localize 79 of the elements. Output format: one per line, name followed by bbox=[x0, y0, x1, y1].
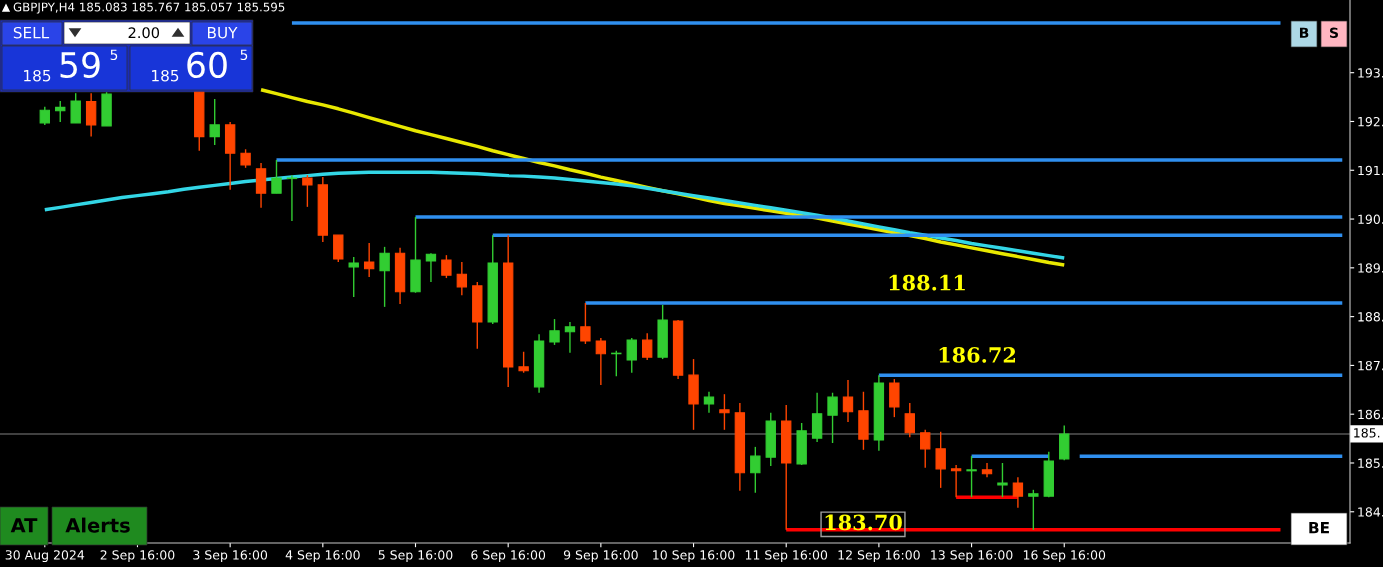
candlestick bbox=[1028, 489, 1039, 531]
annotation: 185 bbox=[152, 69, 179, 82]
candlestick bbox=[39, 106, 50, 126]
candlestick bbox=[55, 100, 66, 123]
x-tick-label: 11 Sep 16:00 bbox=[745, 550, 828, 563]
annotation: BE bbox=[1309, 522, 1329, 534]
candlestick bbox=[595, 337, 607, 386]
x-tick-label: 12 Sep 16:00 bbox=[838, 550, 920, 563]
candlestick bbox=[935, 431, 946, 489]
y-tick-label: 192. bbox=[1358, 116, 1383, 127]
candlestick bbox=[966, 455, 977, 498]
annotation: Alerts bbox=[65, 517, 130, 533]
candlestick bbox=[642, 332, 653, 361]
candlestick bbox=[1012, 476, 1024, 509]
candlestick bbox=[564, 321, 576, 354]
x-tick-label: 5 Sep 16:00 bbox=[378, 550, 453, 563]
y-tick-label: 186. bbox=[1358, 409, 1383, 420]
annotation: 5 bbox=[240, 49, 248, 61]
x-tick-label: 4 Sep 16:00 bbox=[285, 550, 360, 563]
annotation: BUY bbox=[208, 27, 238, 39]
y-tick-label: 193. bbox=[1358, 68, 1383, 78]
candlestick bbox=[950, 464, 962, 498]
candlestick bbox=[518, 351, 529, 374]
candlestick bbox=[441, 254, 452, 279]
x-tick-label: 16 Sep 16:00 bbox=[1023, 550, 1106, 563]
annotation: 5 bbox=[110, 49, 118, 61]
y-tick-label: 189. bbox=[1358, 263, 1383, 273]
x-tick-label: 9 Sep 16:00 bbox=[563, 550, 638, 563]
candlestick bbox=[240, 148, 251, 169]
candlestick bbox=[549, 318, 560, 346]
candlestick bbox=[920, 429, 931, 469]
y-tick-label: 191. bbox=[1358, 165, 1383, 176]
x-tick-label: 3 Sep 16:00 bbox=[193, 550, 268, 563]
candlestick bbox=[904, 402, 915, 438]
annotation: 59 bbox=[60, 51, 100, 79]
candlestick bbox=[456, 261, 468, 296]
candlestick bbox=[70, 92, 81, 124]
candlestick bbox=[348, 256, 359, 298]
y-tick-label: 185. bbox=[1358, 458, 1383, 468]
line-series bbox=[43, 170, 1066, 260]
annotation: S bbox=[1329, 27, 1338, 39]
candlestick bbox=[271, 159, 282, 194]
candlestick bbox=[302, 174, 313, 208]
x-tick-label: 13 Sep 16:00 bbox=[931, 550, 1013, 563]
candlestick bbox=[719, 393, 730, 431]
annotation: B bbox=[1299, 27, 1309, 38]
x-tick-label: 2 Sep 16:00 bbox=[100, 550, 175, 563]
y-tick-label: 187. bbox=[1358, 360, 1383, 371]
annotation: AT bbox=[10, 518, 38, 533]
annotation: SELL bbox=[13, 26, 50, 39]
candlestick bbox=[889, 378, 900, 418]
annotation: 60 bbox=[187, 51, 227, 79]
x-tick-label: 30 Aug 2024 bbox=[5, 550, 85, 563]
candlestick bbox=[827, 392, 838, 444]
annotation: 185 bbox=[24, 69, 51, 82]
candlestick bbox=[580, 302, 591, 345]
chart-title: GBPJPY,H4 185.083 185.767 185.057 185.595 bbox=[13, 2, 285, 14]
y-tick-label: 190. bbox=[1358, 214, 1383, 224]
candlestick bbox=[209, 98, 220, 146]
candlestick bbox=[981, 462, 993, 478]
annotation: 188.11 bbox=[889, 274, 965, 291]
candlestick bbox=[626, 337, 637, 374]
annotation: 186.72 bbox=[939, 347, 1015, 363]
candlestick bbox=[425, 252, 437, 283]
candlestick bbox=[379, 246, 390, 308]
candlestick bbox=[842, 379, 854, 423]
candlestick bbox=[85, 92, 97, 138]
x-tick-label: 10 Sep 16:00 bbox=[653, 550, 735, 563]
y-tick-label: 184. bbox=[1358, 507, 1383, 517]
y-tick-label: 188. bbox=[1358, 312, 1383, 322]
candlestick bbox=[363, 242, 375, 278]
candlestick bbox=[333, 234, 344, 263]
candlestick bbox=[997, 462, 1008, 498]
candlestick bbox=[750, 446, 761, 494]
candlestick bbox=[703, 391, 715, 414]
annotation: 2.00 bbox=[128, 27, 160, 39]
candlestick bbox=[286, 174, 298, 222]
annotation: 183.70 bbox=[825, 514, 902, 531]
x-tick-label: 6 Sep 16:00 bbox=[471, 550, 546, 563]
